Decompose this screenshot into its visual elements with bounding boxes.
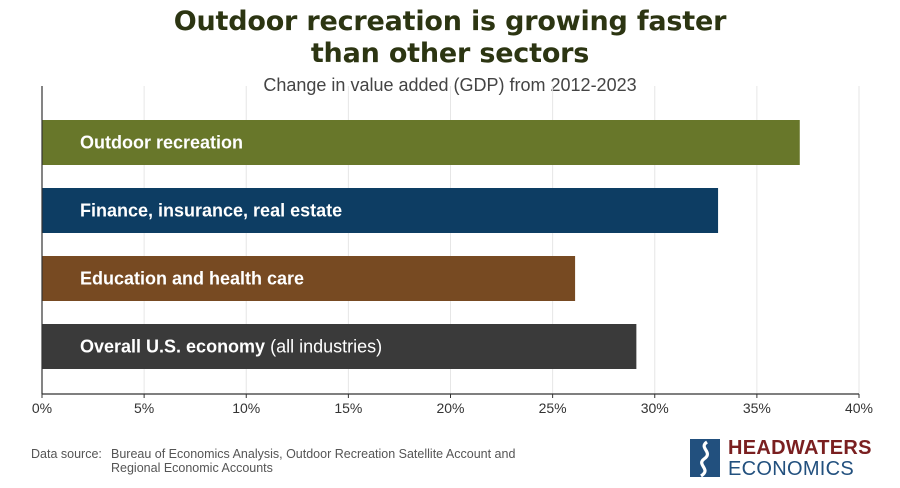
bar-label-text: Outdoor recreation bbox=[80, 133, 243, 153]
bar-label: Education and health care bbox=[80, 269, 304, 289]
bar-label: Outdoor recreation bbox=[80, 133, 243, 153]
x-tick-label: 20% bbox=[436, 400, 464, 416]
x-tick-label: 15% bbox=[334, 400, 362, 416]
bar bbox=[42, 120, 800, 165]
headwaters-logo: HEADWATERS ECONOMICS bbox=[690, 437, 890, 481]
chart-title-line-2: than other sectors bbox=[310, 38, 590, 69]
bar-label-text: Education and health care bbox=[80, 269, 304, 289]
x-tick-label: 30% bbox=[641, 400, 669, 416]
bar bbox=[42, 188, 719, 233]
logo-line-1: HEADWATERS bbox=[728, 437, 872, 459]
bar-label-text: Finance, insurance, real estate bbox=[80, 201, 342, 221]
chart-title: Outdoor recreation is growing faster tha… bbox=[0, 6, 900, 70]
data-source: Data source: Bureau of Economics Analysis… bbox=[31, 447, 531, 475]
x-tick-label: 40% bbox=[845, 400, 873, 416]
bar bbox=[42, 324, 637, 369]
logo-line-2: ECONOMICS bbox=[728, 458, 855, 480]
bar bbox=[42, 256, 576, 301]
bar-label: Overall U.S. economy (all industries) bbox=[80, 337, 382, 357]
x-tick-label: 0% bbox=[32, 400, 52, 416]
bar-label-note: (all industries) bbox=[265, 337, 382, 357]
chart-title-line-1: Outdoor recreation is growing faster bbox=[173, 6, 727, 37]
chart-subtitle: Change in value added (GDP) from 2012-20… bbox=[263, 75, 637, 95]
x-tick-label: 25% bbox=[539, 400, 567, 416]
data-source-key: Data source: bbox=[31, 447, 102, 461]
bar-chart: Outdoor recreation Finance, insurance, re… bbox=[32, 86, 873, 416]
x-tick-label: 10% bbox=[232, 400, 260, 416]
bar-label: Finance, insurance, real estate bbox=[80, 201, 342, 221]
x-tick-label: 35% bbox=[743, 400, 771, 416]
x-tick-label: 5% bbox=[134, 400, 154, 416]
data-source-text: Bureau of Economics Analysis, Outdoor Re… bbox=[111, 447, 516, 475]
river-logo-icon bbox=[690, 439, 720, 478]
bar-label-text: Overall U.S. economy bbox=[80, 337, 265, 357]
